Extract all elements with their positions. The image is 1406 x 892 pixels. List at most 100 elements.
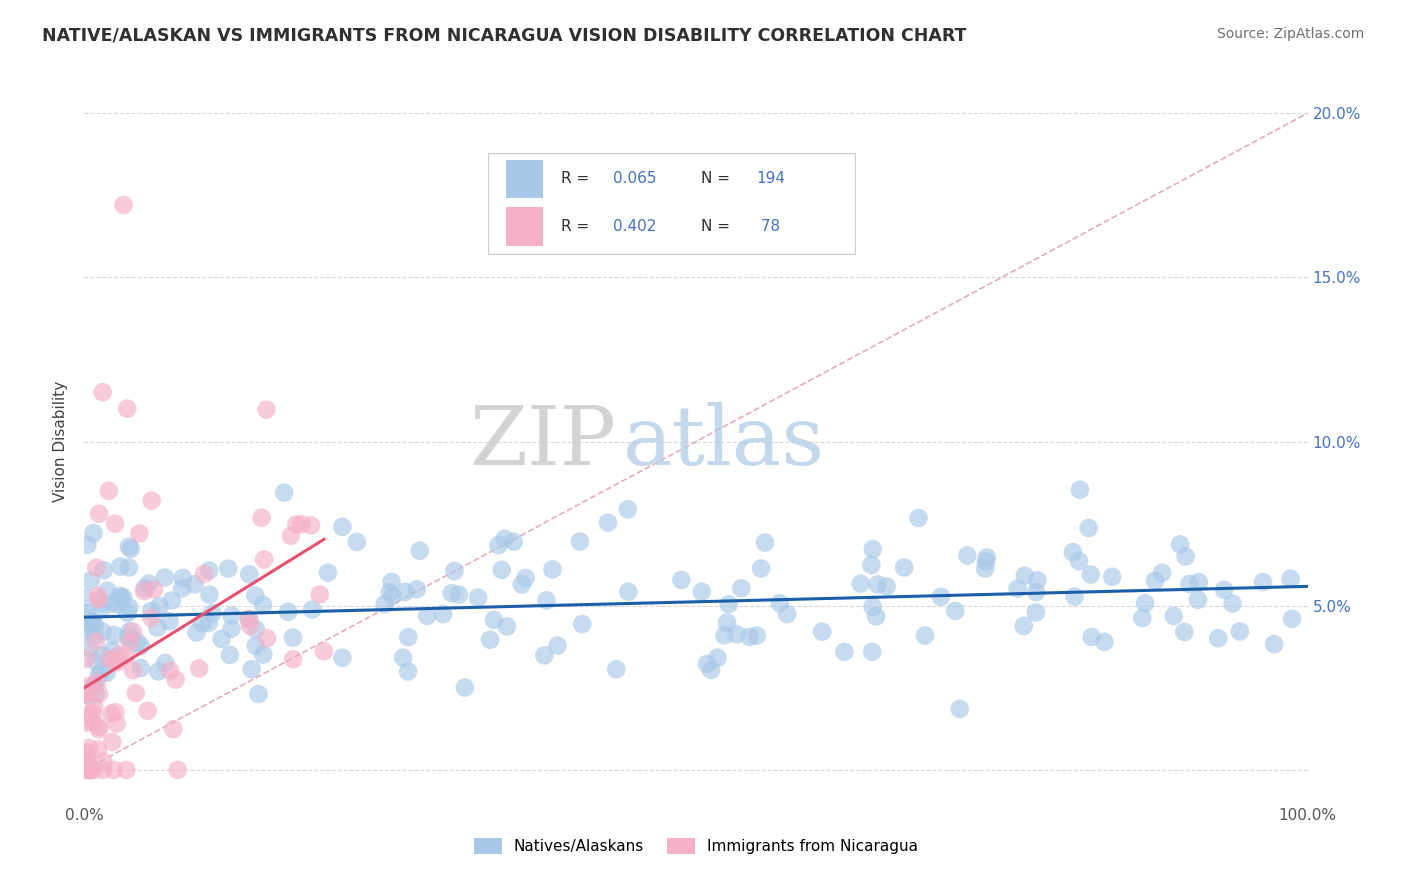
Point xyxy=(159,615,181,629)
Point xyxy=(91,648,114,663)
Point xyxy=(860,558,883,572)
Point xyxy=(1007,582,1029,596)
Point xyxy=(120,630,142,644)
Point xyxy=(75,746,97,760)
Point xyxy=(546,639,568,653)
Point xyxy=(138,576,160,591)
Point xyxy=(82,715,104,730)
Point xyxy=(1144,574,1167,588)
Point xyxy=(696,657,718,671)
Point xyxy=(247,687,270,701)
Point xyxy=(77,707,100,722)
Point xyxy=(118,600,141,615)
Point xyxy=(717,598,740,612)
Point xyxy=(568,534,591,549)
Point xyxy=(73,763,96,777)
Point xyxy=(79,763,101,777)
Point xyxy=(432,607,454,621)
Point xyxy=(443,564,465,578)
Point xyxy=(974,561,997,575)
Point xyxy=(1077,521,1099,535)
Point xyxy=(83,763,105,777)
Point xyxy=(82,615,104,629)
Point xyxy=(738,630,761,644)
Point xyxy=(1012,619,1035,633)
Point xyxy=(533,648,555,663)
Point xyxy=(221,608,243,623)
Point xyxy=(301,602,323,616)
Point xyxy=(238,612,260,626)
Point xyxy=(141,604,163,618)
Point xyxy=(87,507,110,521)
Point xyxy=(129,639,152,653)
Y-axis label: Vision Disability: Vision Disability xyxy=(53,381,69,502)
Point xyxy=(120,541,142,556)
Point xyxy=(1080,630,1102,644)
Point xyxy=(1213,582,1236,597)
Point xyxy=(101,735,124,749)
Point xyxy=(1187,592,1209,607)
Point xyxy=(239,619,262,633)
Point xyxy=(77,759,100,773)
Point xyxy=(75,715,97,730)
Point xyxy=(172,582,194,596)
Point xyxy=(1168,537,1191,551)
Point xyxy=(482,613,505,627)
Point xyxy=(1014,568,1036,582)
Point xyxy=(155,656,177,670)
Point xyxy=(811,624,834,639)
Point xyxy=(605,662,627,676)
Point xyxy=(700,663,723,677)
Point xyxy=(77,679,100,693)
Point xyxy=(1026,574,1049,588)
Point xyxy=(76,617,98,632)
Point xyxy=(193,566,215,581)
Point xyxy=(75,687,97,701)
Point xyxy=(285,517,308,532)
Point xyxy=(1080,567,1102,582)
Point xyxy=(165,673,187,687)
Point xyxy=(617,584,640,599)
Point xyxy=(1025,606,1047,620)
Point xyxy=(776,607,799,621)
Point xyxy=(769,596,792,610)
Point xyxy=(536,593,558,607)
Point xyxy=(1063,590,1085,604)
Point xyxy=(148,665,170,679)
Point xyxy=(79,763,101,777)
Point xyxy=(75,747,97,762)
Point xyxy=(76,591,98,606)
Point xyxy=(136,704,159,718)
Point xyxy=(374,597,396,611)
Point xyxy=(84,560,107,574)
Point xyxy=(127,635,149,649)
Point xyxy=(87,742,110,756)
Point xyxy=(332,520,354,534)
Text: atlas: atlas xyxy=(623,401,825,482)
Point xyxy=(749,561,772,575)
Point xyxy=(83,681,105,695)
Point xyxy=(103,763,125,777)
Point xyxy=(97,483,120,498)
Point xyxy=(75,625,97,640)
Point xyxy=(515,571,537,585)
Point xyxy=(1206,632,1229,646)
Point xyxy=(121,624,143,639)
Point xyxy=(118,540,141,554)
Point xyxy=(105,716,128,731)
Point xyxy=(1092,634,1115,648)
Point xyxy=(467,591,489,605)
Point xyxy=(1229,624,1251,639)
Point xyxy=(866,577,889,591)
Point xyxy=(706,650,728,665)
Point xyxy=(86,675,108,690)
Point xyxy=(91,763,114,777)
Point xyxy=(77,741,100,756)
Point xyxy=(75,610,97,624)
Point xyxy=(914,629,936,643)
Point xyxy=(510,577,533,591)
Point xyxy=(617,502,640,516)
Point xyxy=(93,755,115,769)
Point xyxy=(77,686,100,700)
Point xyxy=(316,566,339,580)
